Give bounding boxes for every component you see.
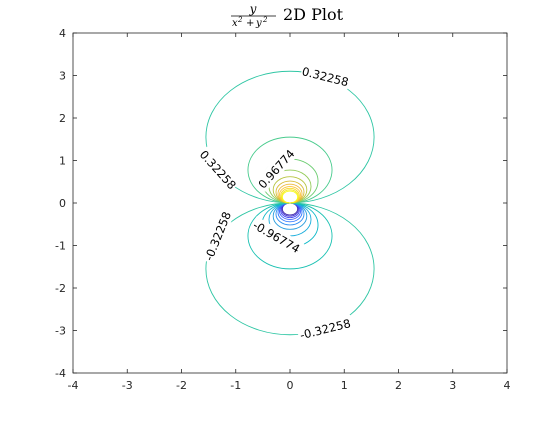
title-denominator-y: y — [255, 18, 262, 29]
x-tick-label: 1 — [341, 379, 348, 392]
title-plus: + — [246, 18, 254, 29]
y-tick-label: -4 — [55, 367, 66, 380]
contour-line--2_25806 — [277, 202, 303, 223]
contour-label-group: -0.96774 — [249, 216, 305, 257]
contour-label-group: 0.32258 — [196, 146, 241, 193]
title-denominator-x: x — [232, 18, 238, 29]
title-numerator: y — [249, 2, 257, 16]
contour-label-background — [296, 314, 354, 343]
x-tick-label: 2 — [395, 379, 402, 392]
y-tick-label: -3 — [55, 325, 66, 338]
contour-label: -0.32258 — [298, 316, 352, 342]
contour-label-background — [249, 216, 305, 257]
title-exponent-y: 2 — [262, 16, 268, 24]
x-tick-label: -3 — [122, 379, 133, 392]
contour-label-background — [200, 207, 235, 265]
contour-line-3_54838 — [281, 190, 299, 204]
contour-label-group: 0.32258 — [299, 63, 351, 90]
contour-label-background — [196, 146, 241, 193]
contour-label-group: 0.96774 — [254, 145, 298, 192]
x-tick-label: -2 — [176, 379, 187, 392]
y-tick-label: 4 — [59, 27, 66, 40]
contour-label: -0.32258 — [202, 210, 234, 263]
contour-label: 0.32258 — [197, 147, 239, 192]
axes: -4 -3 -2 -1 0 1 2 3 4 -4 -3 -2 -1 0 1 2 3 4 — [55, 27, 510, 392]
y-tick-label: 2 — [59, 112, 66, 125]
x-tick-label: 0 — [287, 379, 294, 392]
contour-labels: 0.32258 0.32258 0.96774 -0.32258 -0.96774 -0.… — [196, 63, 354, 343]
x-tick-label: 3 — [449, 379, 456, 392]
contour-label-group: -0.32258 — [200, 207, 235, 265]
chart-title: y x 2 + y 2 2D Plot — [231, 2, 344, 29]
x-tick-label: 4 — [504, 379, 511, 392]
title-suffix: 2D Plot — [283, 5, 344, 24]
y-tick-label: 0 — [59, 197, 66, 210]
x-tick-label: -1 — [230, 379, 241, 392]
y-tick-label: 3 — [59, 70, 66, 83]
y-tick-label: 1 — [59, 155, 66, 168]
contour-label: 0.32258 — [300, 64, 350, 89]
contour-label-background — [299, 63, 351, 90]
x-tick-label: -4 — [68, 379, 79, 392]
contour-label-background — [254, 145, 298, 192]
contour-label-group: -0.32258 — [296, 314, 354, 343]
y-tick-label: -1 — [55, 240, 66, 253]
contour-lines — [205, 70, 375, 336]
title-exponent-x: 2 — [237, 16, 243, 24]
y-tick-label: -2 — [55, 282, 66, 295]
